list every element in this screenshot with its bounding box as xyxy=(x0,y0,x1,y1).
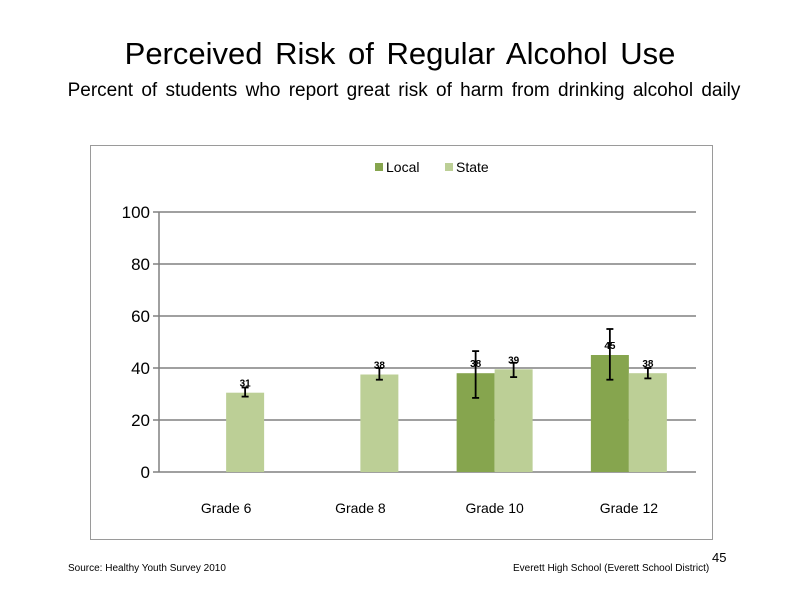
y-tick-label: 20 xyxy=(131,411,150,430)
state-bar xyxy=(494,369,533,472)
legend-swatch xyxy=(375,163,383,171)
state-data-label: 39 xyxy=(508,355,520,366)
y-tick-label: 100 xyxy=(122,203,150,222)
local-data-label: 38 xyxy=(470,359,482,370)
state-bar xyxy=(628,373,667,472)
state-data-label: 38 xyxy=(642,359,654,370)
x-tick-label: Grade 6 xyxy=(201,500,252,516)
source-note: Source: Healthy Youth Survey 2010 xyxy=(68,563,226,574)
x-tick-label: Grade 12 xyxy=(600,500,659,516)
state-data-label: 31 xyxy=(240,379,252,390)
chart-frame: 0 20 40 60 80 100 Grade 6 Grade 8 Grade 10 Grade … xyxy=(90,145,713,540)
page-number: 45 xyxy=(712,550,727,565)
state-bar xyxy=(360,374,399,472)
slide-subtitle: Percent of students who report great ris… xyxy=(67,80,741,101)
bar-chart: 0 20 40 60 80 100 Grade 6 Grade 8 Grade 10 Grade … xyxy=(122,159,696,516)
legend-swatch xyxy=(445,163,453,171)
state-bar xyxy=(226,392,265,472)
state-data-label: 38 xyxy=(374,361,386,372)
y-tick-label: 40 xyxy=(131,359,150,378)
slide-title: Perceived Risk of Regular Alcohol Use xyxy=(124,36,676,71)
y-tick-label: 80 xyxy=(131,255,150,274)
y-tick-label: 60 xyxy=(131,307,150,326)
x-tick-label: Grade 8 xyxy=(335,500,386,516)
legend-label: State xyxy=(456,159,489,175)
legend-label: Local xyxy=(386,159,419,175)
local-data-label: 45 xyxy=(604,341,616,352)
y-tick-label: 0 xyxy=(141,463,150,482)
x-tick-label: Grade 10 xyxy=(465,500,524,516)
school-note: Everett High School (Everett School Dist… xyxy=(513,563,710,574)
